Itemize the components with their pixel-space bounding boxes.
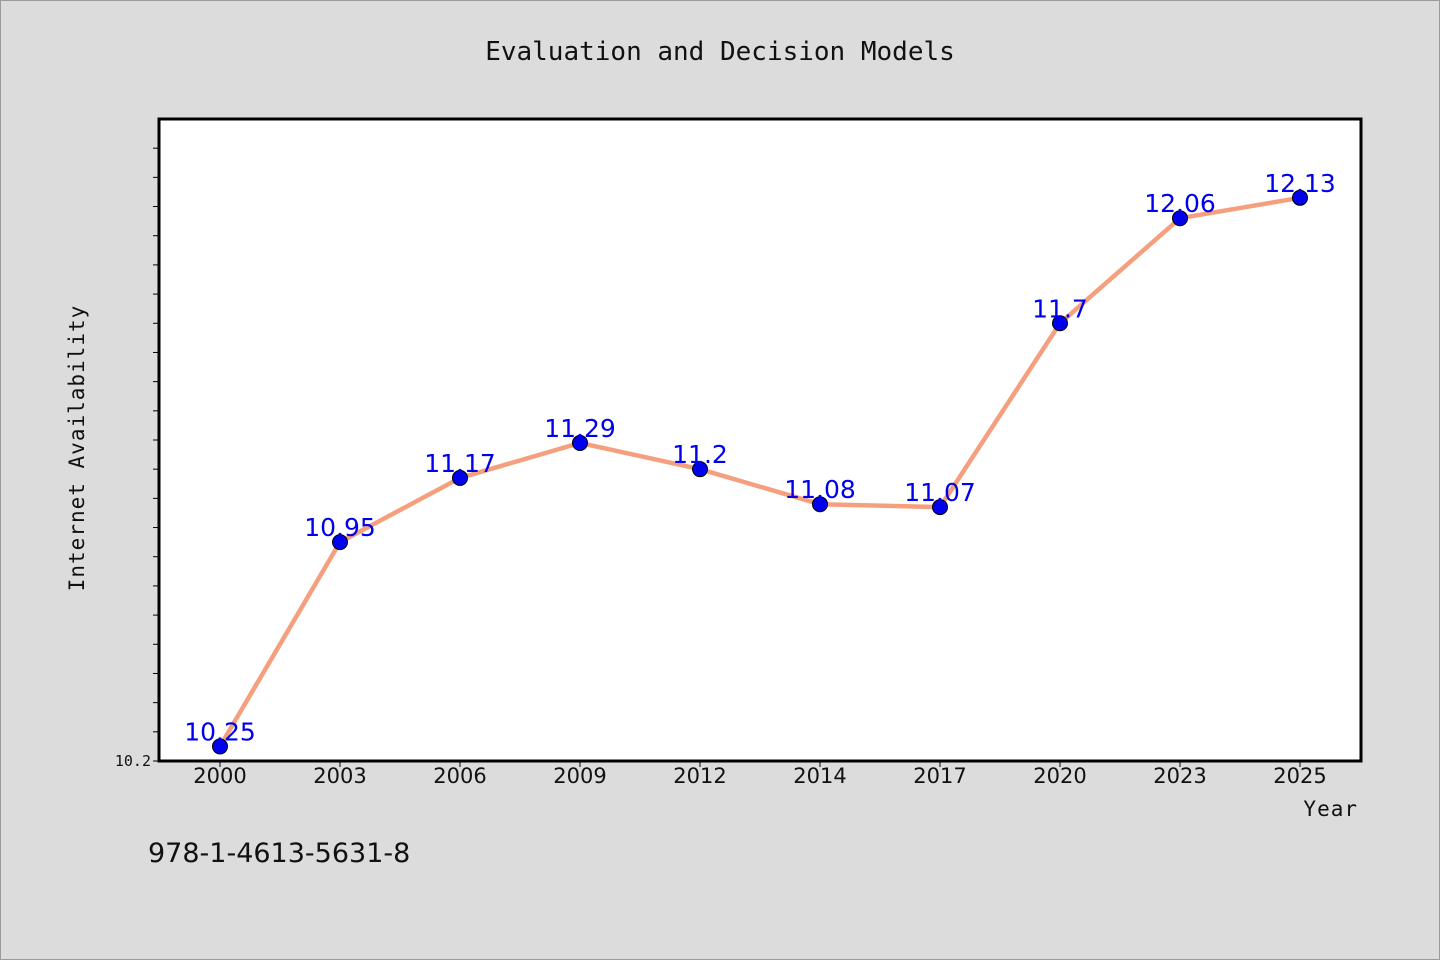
data-label: 11.2 [672, 440, 728, 469]
x-tick-label: 2025 [1273, 764, 1326, 788]
data-point [932, 499, 948, 516]
x-tick-label: 2014 [793, 764, 846, 788]
data-point [332, 534, 348, 551]
data-label: 12.06 [1144, 189, 1216, 218]
data-label: 11.08 [784, 475, 856, 504]
y-tick-label: 10.2 [115, 752, 151, 770]
data-label: 10.25 [184, 717, 256, 746]
x-tick-label: 2003 [313, 764, 366, 788]
x-tick-label: 2017 [913, 764, 966, 788]
x-axis-label: Year [1303, 797, 1358, 821]
x-tick-label: 2023 [1153, 764, 1206, 788]
data-point [1172, 210, 1188, 227]
data-label: 11.29 [544, 414, 616, 443]
data-point [812, 496, 828, 513]
data-point [572, 434, 588, 451]
data-point [1292, 189, 1308, 206]
plot-area [157, 117, 1363, 763]
data-label: 11.17 [424, 449, 496, 478]
x-tick-label: 2006 [433, 764, 486, 788]
data-point [692, 461, 708, 478]
y-axis-ticks: 10.2 [115, 147, 159, 770]
data-label: 11.7 [1032, 294, 1088, 323]
x-axis-ticks: 2000 2003 2006 2009 2012 2014 2017 2020 2023 2025 [193, 761, 1327, 788]
data-point [212, 738, 228, 755]
x-tick-label: 2012 [673, 764, 726, 788]
x-tick-label: 2009 [553, 764, 606, 788]
x-tick-label: 2020 [1033, 764, 1086, 788]
data-label: 12.13 [1264, 169, 1336, 198]
y-axis-label: Internet Availability [65, 305, 89, 592]
data-point [1052, 315, 1068, 332]
data-label: 10.95 [304, 513, 376, 542]
series-group: 10.25 10.95 11.17 11.29 11.2 11.08 11.07 11.7 12… [184, 169, 1336, 755]
data-label: 11.07 [904, 478, 976, 507]
x-tick-label: 2000 [193, 764, 246, 788]
series-line [218, 195, 1301, 748]
data-point [452, 469, 468, 486]
footnote-isbn: 978-1-4613-5631-8 [148, 838, 410, 869]
chart-title: Evaluation and Decision Models [485, 37, 955, 67]
